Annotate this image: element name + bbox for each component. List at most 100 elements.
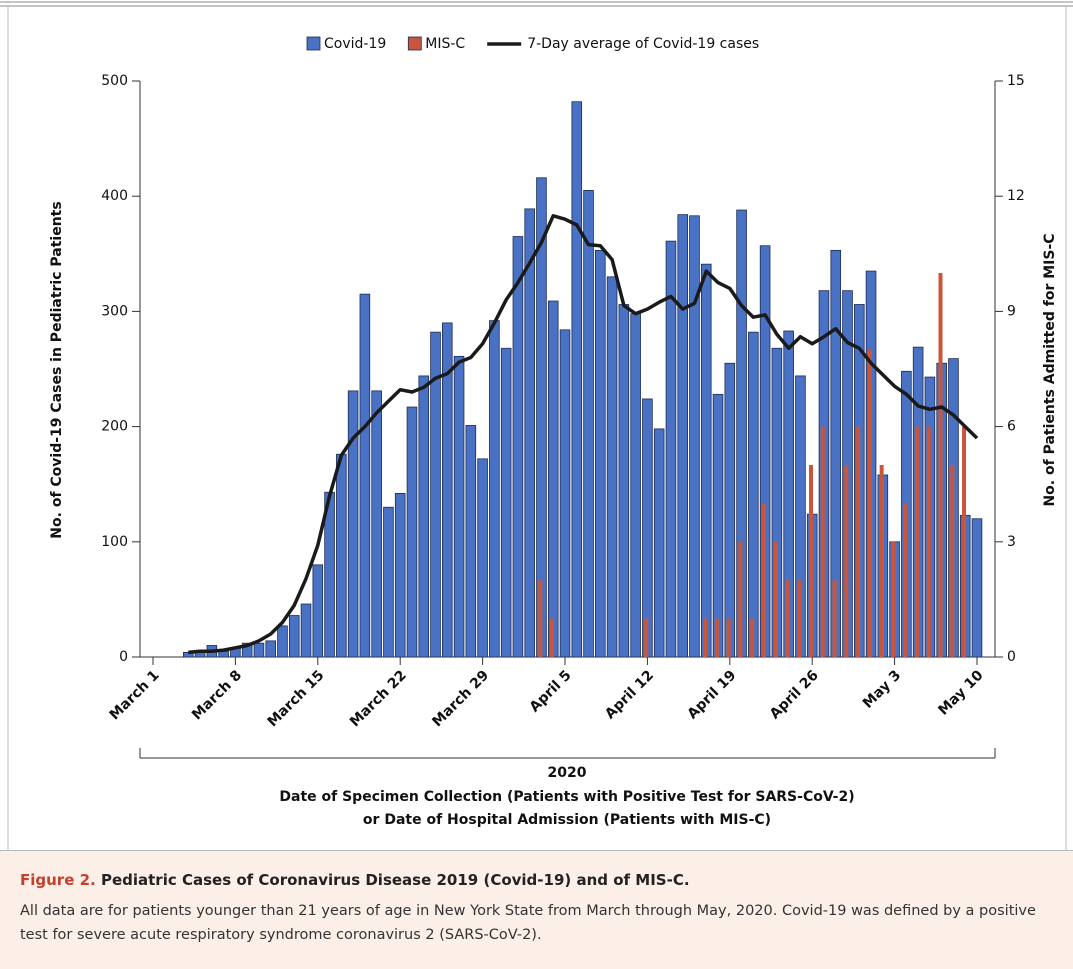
- bar: [891, 541, 896, 657]
- bar: [571, 101, 583, 658]
- x-tick-label: March 1: [107, 667, 163, 723]
- bar: [750, 618, 755, 657]
- bar: [724, 362, 736, 658]
- y2-tick-label: 0: [1007, 649, 1016, 665]
- legend-label: Covid-19: [324, 36, 386, 52]
- x-tick-label: April 12: [602, 667, 657, 722]
- chart: 2020 Date of Specimen Collection (Patien…: [0, 1, 1073, 850]
- caption: Figure 2. Pediatric Cases of Coronavirus…: [0, 850, 1073, 969]
- bar: [583, 190, 594, 658]
- bar: [938, 273, 943, 657]
- bar: [867, 349, 872, 657]
- bar: [336, 453, 347, 658]
- bar: [703, 618, 708, 657]
- bar: [618, 304, 630, 658]
- bar: [971, 518, 983, 658]
- bar: [797, 580, 802, 657]
- bar: [347, 390, 359, 658]
- bar: [642, 398, 653, 658]
- bar: [950, 465, 955, 657]
- x-tick-label: May 10: [935, 667, 986, 718]
- y-tick-label: 0: [119, 649, 128, 665]
- bar: [689, 215, 700, 658]
- x-tick-label: March 29: [429, 667, 492, 730]
- y2-tick-label: 15: [1007, 73, 1025, 89]
- bar: [644, 618, 649, 657]
- bar: [547, 300, 559, 658]
- y2-tick-label: 12: [1007, 188, 1025, 204]
- y-tick-label: 400: [101, 188, 128, 204]
- bar: [312, 564, 324, 658]
- bar: [559, 329, 571, 658]
- bar: [712, 393, 724, 658]
- bar: [394, 493, 406, 658]
- legend-label: 7-Day average of Covid-19 cases: [527, 36, 759, 52]
- x-tick-label: April 26: [767, 667, 822, 722]
- y-tick-label: 200: [101, 419, 128, 435]
- x-group-label: 2020: [548, 765, 587, 781]
- bar: [524, 208, 535, 658]
- y2-tick-label: 9: [1007, 303, 1016, 319]
- bar: [748, 331, 759, 658]
- bar: [441, 322, 453, 658]
- bar: [714, 618, 719, 657]
- x-tick-label: March 8: [189, 667, 245, 723]
- bar: [371, 390, 382, 658]
- line: [188, 214, 979, 655]
- bar: [595, 249, 606, 658]
- caption-heading: Figure 2. Pediatric Cases of Coronavirus…: [20, 871, 1055, 889]
- bar: [406, 406, 418, 658]
- bar: [453, 355, 465, 658]
- bar: [856, 426, 861, 657]
- x-tick-label: April 19: [685, 667, 740, 722]
- bar: [430, 331, 441, 658]
- bar: [738, 541, 743, 657]
- bar: [512, 236, 524, 658]
- caption-text: All data are for patients younger than 2…: [20, 903, 1036, 943]
- bar: [477, 458, 488, 658]
- figure-label: Figure 2.: [20, 871, 96, 889]
- bar: [550, 618, 555, 657]
- figure-title: Pediatric Cases of Coronavirus Disease 2…: [100, 871, 690, 889]
- bar: [665, 240, 677, 658]
- bar: [903, 503, 908, 657]
- bar: [288, 615, 300, 658]
- bar: [265, 640, 277, 658]
- x-axis-title: or Date of Hospital Admission (Patients …: [363, 812, 771, 828]
- bar: [653, 428, 665, 658]
- bar: [785, 580, 790, 657]
- bar: [418, 375, 430, 658]
- bar: [277, 625, 288, 658]
- bar: [926, 426, 931, 657]
- bar: [761, 503, 766, 657]
- bar: [300, 603, 312, 658]
- bar: [726, 618, 731, 657]
- bar: [241, 642, 253, 658]
- legend-swatch: [407, 36, 422, 51]
- bar: [879, 465, 884, 657]
- bar: [606, 276, 618, 658]
- bar: [962, 426, 967, 657]
- bar: [820, 426, 825, 657]
- x-tick-label: April 5: [527, 667, 575, 715]
- bar: [253, 642, 265, 658]
- bar: [489, 320, 500, 658]
- y2-tick-label: 3: [1007, 534, 1016, 550]
- y-axis-title: No. of Covid-19 Cases in Pediatric Patie…: [49, 201, 65, 538]
- y2-axis-title: No. of Patients Admitted for MIS-C: [1042, 233, 1058, 506]
- y-tick-label: 100: [101, 534, 128, 550]
- bar: [677, 214, 688, 658]
- bar: [809, 465, 814, 657]
- x-tick-label: March 15: [265, 667, 328, 730]
- x-tick-label: March 22: [347, 667, 410, 730]
- y2-tick-label: 6: [1007, 419, 1016, 435]
- y-tick-label: 300: [101, 303, 128, 319]
- bar: [359, 293, 371, 658]
- bar: [700, 263, 712, 658]
- x-axis-title: Date of Specimen Collection (Patients wi…: [279, 789, 854, 805]
- bar: [914, 426, 919, 657]
- legend-label: MIS-C: [425, 36, 465, 52]
- bar: [538, 580, 543, 657]
- bar: [383, 506, 394, 658]
